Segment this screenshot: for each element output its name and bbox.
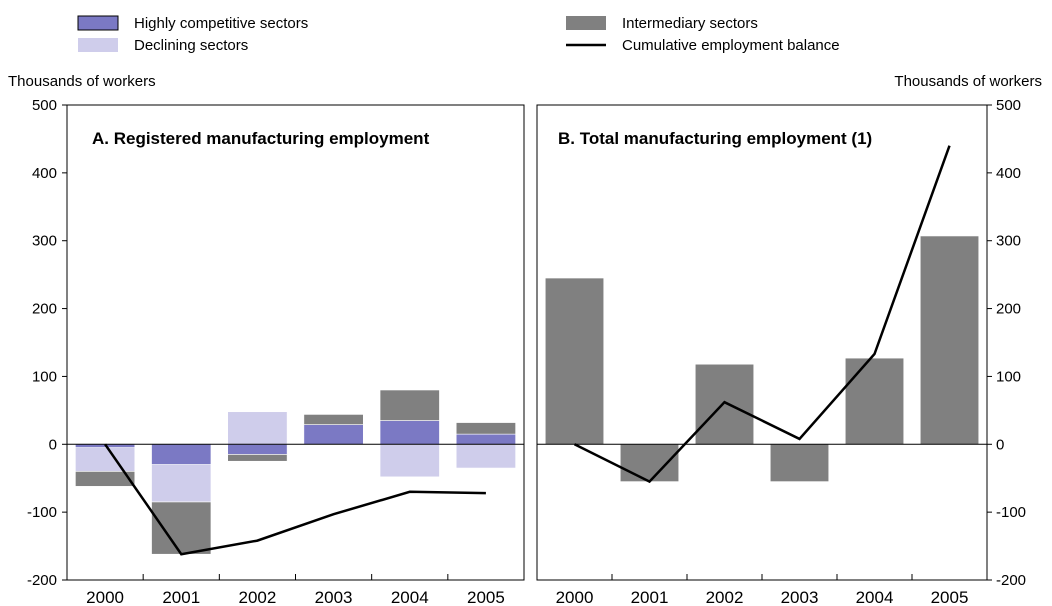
cumulative-employment-line: [104, 443, 486, 556]
x-tick-label: 2004: [391, 588, 429, 606]
legend-label-1: Highly competitive sectors: [134, 15, 308, 32]
bar-intermediary-sectors-2000: [544, 277, 605, 445]
x-tick-label: 2001: [162, 588, 200, 606]
bar-intermediary-sectors-2002: [694, 363, 755, 445]
bar-declining-sectors-2000: [75, 447, 136, 472]
bar-intermediary-sectors-2001: [619, 443, 680, 482]
x-tick-label: 2002: [239, 588, 277, 606]
bar-intermediary-sectors-2004: [379, 389, 440, 421]
bar-declining-sectors-2005: [455, 443, 516, 469]
legend-label-2: Declining sectors: [134, 37, 248, 54]
bar-intermediary-sectors-2004: [844, 357, 905, 445]
panel-registered-manufacturing: -200 -100 0 100 200 300 400 500 2000 2001 2002 2003…: [27, 97, 525, 606]
bar-intermediary-sectors-2002: [227, 454, 288, 462]
bar-declining-sectors-2001: [151, 464, 212, 503]
y-axis-unit-right: Thousands of workers: [894, 73, 1042, 90]
bar-intermediary-sectors-2005: [455, 422, 516, 435]
panel-total-manufacturing: -200 -100 0 100 200 300 400 500 2000 2001 2002 2003…: [536, 97, 1026, 606]
x-tick-label: 2000: [556, 588, 594, 606]
cumulative-employment-line: [573, 145, 951, 484]
bar-highly-competitive-sectors-2002: [227, 443, 288, 455]
y-tick-label: 500: [32, 97, 57, 114]
y-tick-label: 400: [996, 165, 1021, 182]
legend-label-4: Cumulative employment balance: [622, 37, 840, 54]
x-tick-label: 2004: [856, 588, 894, 606]
bar-intermediary-sectors-2005: [919, 235, 980, 445]
y-tick-label: 200: [996, 301, 1021, 318]
plot-frame: [536, 104, 988, 581]
y-tick-label: 300: [32, 233, 57, 250]
legend-swatch-1: [77, 15, 119, 31]
x-tick-label: 2000: [86, 588, 124, 606]
y-tick-label: 0: [996, 436, 1004, 453]
panel-title: B. Total manufacturing employment (1): [558, 129, 872, 148]
x-tick-label: 2003: [315, 588, 353, 606]
y-axis-unit-left: Thousands of workers: [8, 73, 156, 90]
y-tick-label: -100: [27, 504, 57, 521]
bar-intermediary-sectors-2003: [769, 443, 830, 482]
x-tick-label: 2001: [631, 588, 669, 606]
y-tick-label: -200: [996, 572, 1026, 589]
bar-declining-sectors-2004: [379, 443, 440, 478]
y-tick-label: 0: [49, 436, 57, 453]
bar-intermediary-sectors-2001: [151, 501, 212, 555]
bar-highly-competitive-sectors-2004: [379, 420, 440, 445]
bar-highly-competitive-sectors-2003: [303, 424, 364, 445]
legend-swatch-3: [566, 16, 606, 30]
x-tick-label: 2005: [931, 588, 969, 606]
x-tick-label: 2005: [467, 588, 505, 606]
legend: Highly competitive sectors Declining sect…: [77, 15, 840, 54]
y-tick-label: 400: [32, 165, 57, 182]
y-tick-label: -200: [27, 572, 57, 589]
panel-title: A. Registered manufacturing employment: [92, 129, 430, 148]
legend-label-3: Intermediary sectors: [622, 15, 758, 32]
x-tick-label: 2002: [706, 588, 744, 606]
bar-highly-competitive-sectors-2005: [455, 433, 516, 445]
bar-intermediary-sectors-2000: [75, 471, 136, 487]
bar-declining-sectors-2002: [227, 411, 288, 445]
y-tick-label: 300: [996, 233, 1021, 250]
y-tick-label: 500: [996, 97, 1021, 114]
y-tick-label: 100: [996, 368, 1021, 385]
plot-frame: [66, 104, 525, 581]
y-tick-label: 200: [32, 301, 57, 318]
y-tick-label: 100: [32, 368, 57, 385]
legend-swatch-2: [78, 38, 118, 52]
bar-highly-competitive-sectors-2001: [151, 443, 212, 465]
y-tick-label: -100: [996, 504, 1026, 521]
x-tick-label: 2003: [781, 588, 819, 606]
bar-intermediary-sectors-2003: [303, 414, 364, 425]
